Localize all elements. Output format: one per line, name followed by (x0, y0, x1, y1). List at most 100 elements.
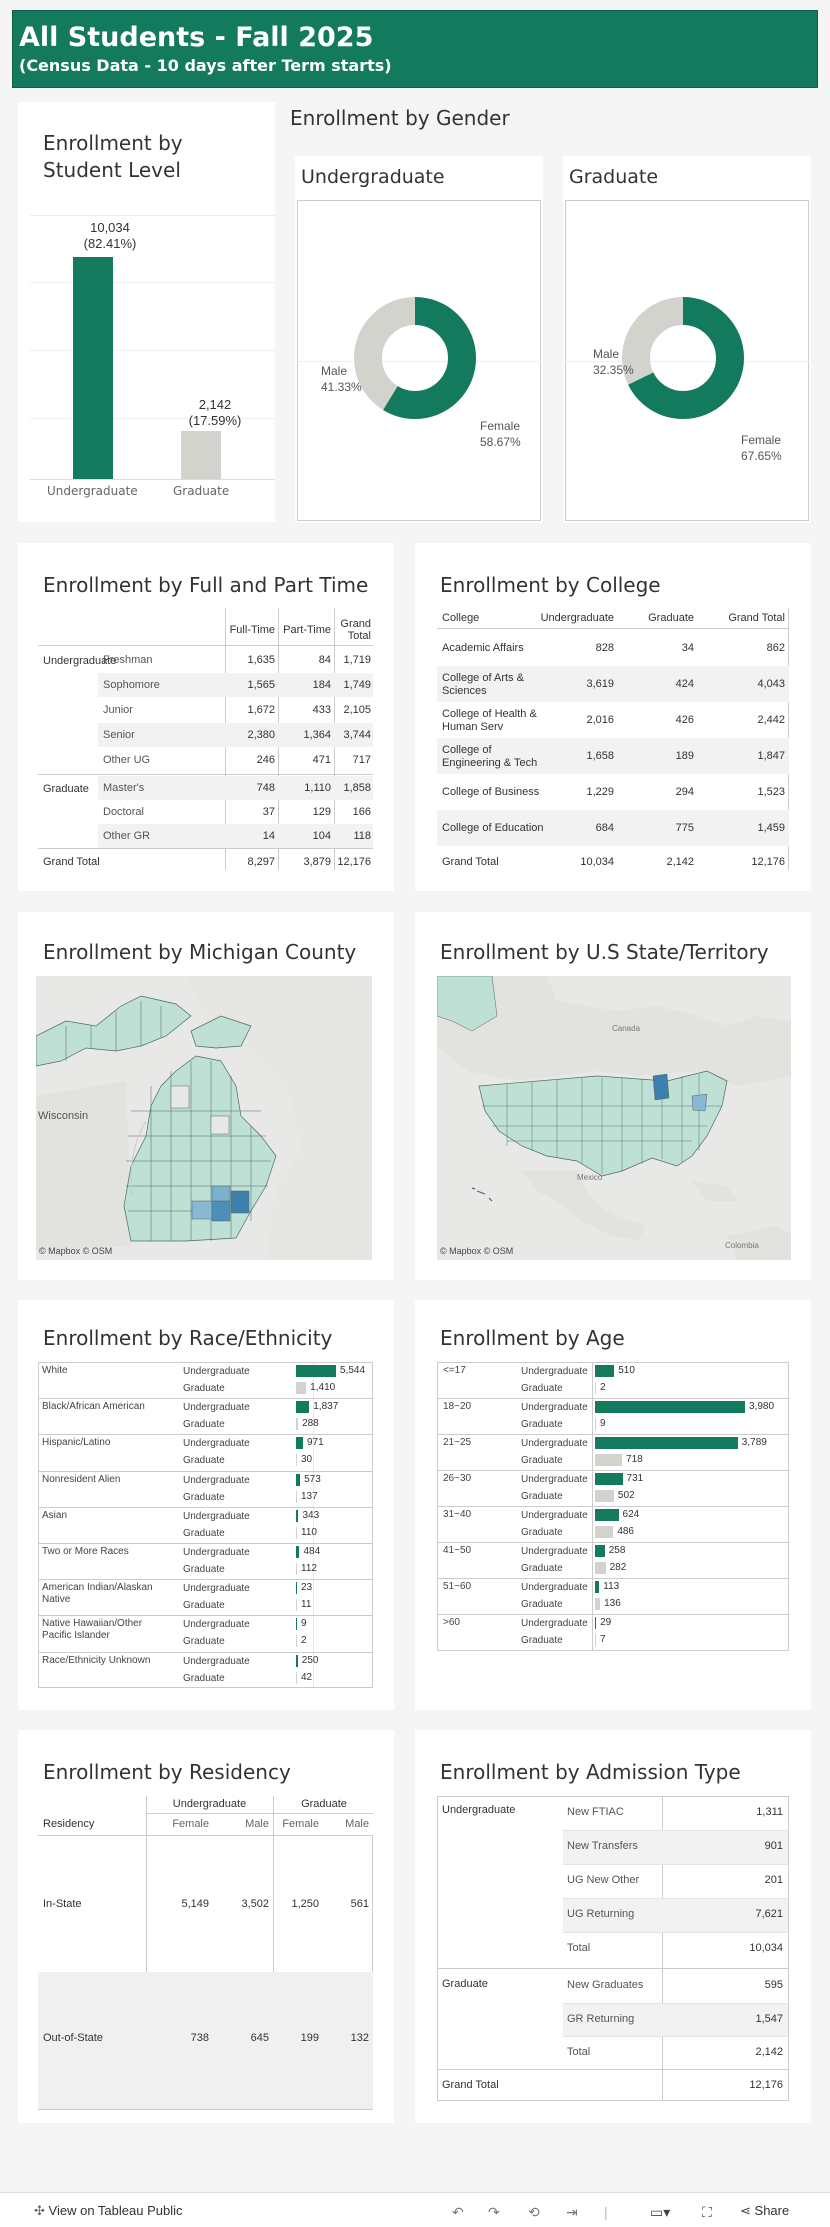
college-row-label: College of Business (442, 786, 539, 799)
fullscreen-icon[interactable]: ⛶ (702, 2204, 712, 2220)
age-ug-label: Undergraduate (521, 1510, 588, 1521)
undo-icon[interactable]: ↶ (452, 2204, 464, 2220)
fp-group-gr: Graduate (43, 783, 89, 795)
age-ug-label: Undergraduate (521, 1546, 588, 1557)
race-gr-label: Graduate (183, 1564, 225, 1575)
college-row-gr: 775 (675, 822, 694, 834)
age-gr-bar (595, 1454, 623, 1466)
age-gr-value: 486 (617, 1526, 634, 1537)
age-row-label: 41~50 (443, 1545, 472, 1556)
us-state-map[interactable]: Canada Mexico Colombia © Mapbox © OSM (437, 976, 791, 1260)
county-map-credit[interactable]: © Mapbox © OSM (39, 1246, 113, 1256)
age-ug-bar (595, 1545, 605, 1557)
canada-map-label: Canada (612, 1024, 641, 1033)
gender-ug-donut[interactable] (353, 296, 477, 420)
fp-total-ft: 8,297 (247, 856, 275, 868)
adm-row-bg (563, 2002, 788, 2036)
res-instate-gr-female: 1,250 (291, 1898, 319, 1910)
adm-ug-row-label: UG New Other (567, 1874, 640, 1886)
state-title: Enrollment by U.S State/Territory (440, 940, 769, 964)
college-row-label-line2: Human Serv (442, 721, 504, 733)
age-gr-bar (595, 1634, 596, 1646)
age-gr-label: Graduate (521, 1455, 563, 1466)
gender-gr-male-label: Male 32.35% (593, 346, 634, 378)
college-row-gt: 2,442 (757, 714, 785, 726)
tableau-logo-icon: ✣ (34, 2203, 45, 2218)
age-ug-bar (595, 1581, 600, 1593)
fp-row-bg (98, 723, 373, 747)
adm-group-ug: Undergraduate (442, 1804, 516, 1816)
college-row-gt: 862 (766, 642, 785, 654)
race-row-divider (38, 1434, 373, 1436)
age-gr-label: Graduate (521, 1563, 563, 1574)
race-ug-label: Undergraduate (183, 1438, 250, 1450)
admission-title: Enrollment by Admission Type (440, 1760, 741, 1784)
fp-row-label: Senior (103, 729, 135, 741)
fp-row-label: Junior (103, 704, 133, 716)
age-table: <=17 Undergraduate Graduate 510 2 18~20 Underg… (437, 1362, 789, 1692)
race-row-label: Hispanic/Latino (42, 1437, 110, 1449)
fp-row-label: Other GR (103, 830, 151, 842)
gr-value: 2,142 (198, 397, 232, 412)
device-preview-icon[interactable]: ▭▾ (650, 2204, 671, 2220)
share-label: Share (754, 2203, 790, 2218)
race-label-line1: Hispanic/Latino (42, 1437, 111, 1449)
gender-gr-donut[interactable] (621, 296, 745, 420)
student-level-title: Enrollment by Student Level (43, 130, 183, 184)
fp-row-pt: 129 (312, 806, 331, 818)
race-gr-value: 42 (301, 1671, 313, 1683)
fullpart-card: Enrollment by Full and Part Time Full-Ti… (18, 543, 394, 891)
gender-ug-male-label: Male 41.33% (321, 363, 362, 395)
tableau-footer: ✣ View on Tableau Public ↶ ↷ ⟲ ⇥ | ▭▾ ⛶ … (0, 2192, 830, 2227)
age-row-label: 18~20 (443, 1401, 472, 1412)
michigan-county-map[interactable]: Wisconsin © Mapbox © OSM (36, 976, 372, 1260)
adm-gr-row-label: Total (567, 2046, 591, 2058)
race-ug-label: Undergraduate (183, 1474, 250, 1486)
race-gr-bar (296, 1490, 297, 1503)
res-col-ug: Undergraduate (172, 1798, 247, 1810)
college-row-label-line1: College of (442, 744, 492, 756)
race-gr-label: Graduate (183, 1455, 225, 1467)
male-label: Male (321, 364, 348, 378)
divider-icon: | (604, 2204, 608, 2220)
col-parttime: Part-Time (283, 624, 331, 636)
college-table: College Undergraduate Graduate Grand Tot… (437, 608, 789, 878)
college-row-ug: 3,619 (586, 678, 614, 690)
state-card: Enrollment by U.S State/Territory Canada… (415, 912, 811, 1280)
gr-female-slice[interactable] (622, 297, 744, 419)
age-gr-value: 9 (600, 1418, 606, 1429)
ug-female-pct: 58.67% (480, 435, 521, 449)
age-gr-label: Graduate (521, 1527, 563, 1538)
ug-pct: (82.41%) (83, 236, 137, 251)
fp-row-ft: 748 (256, 782, 275, 794)
race-row-label: Two or More Races (42, 1546, 129, 1558)
age-gr-value: 718 (626, 1454, 643, 1465)
fp-row-pt: 184 (312, 679, 331, 691)
undergraduate-bar[interactable] (73, 257, 113, 479)
adm-row-divider (563, 1864, 789, 1865)
revert-icon[interactable]: ⟲ (528, 2204, 540, 2220)
undergraduate-bar-label: 10,034 (82.41%) (73, 220, 147, 252)
share-button[interactable]: ⋖ Share (740, 2203, 789, 2219)
race-gr-label: Graduate (183, 1383, 225, 1394)
res-instate-ug-female: 5,149 (181, 1898, 209, 1910)
pause-icon[interactable]: ⇥ (566, 2204, 578, 2220)
adm-gr-row-label: New Graduates (567, 1979, 644, 1991)
fp-group-ug: Undergraduate (43, 655, 117, 667)
race-gr-value: 110 (301, 1526, 317, 1538)
view-on-tableau-link[interactable]: ✣ View on Tableau Public (34, 2203, 182, 2219)
col-college-gt: Grand Total (728, 612, 785, 624)
graduate-bar[interactable] (181, 431, 221, 479)
age-gr-bar (595, 1490, 614, 1502)
fp-row-pt: 1,364 (303, 729, 331, 741)
fp-row-ft: 14 (262, 830, 275, 842)
fullpart-table: Full-Time Part-Time Grand Total Undergrad… (38, 608, 373, 878)
county-card: Enrollment by Michigan County Wisconsin … (18, 912, 394, 1280)
adm-row-divider (563, 2002, 789, 2004)
age-ug-value: 510 (618, 1365, 635, 1376)
ug-female-slice[interactable] (354, 297, 476, 419)
adm-gr-row-label: GR Returning (567, 2012, 635, 2025)
state-map-credit[interactable]: © Mapbox © OSM (440, 1246, 514, 1256)
redo-icon[interactable]: ↷ (488, 2204, 500, 2220)
race-row-divider (38, 1651, 373, 1653)
